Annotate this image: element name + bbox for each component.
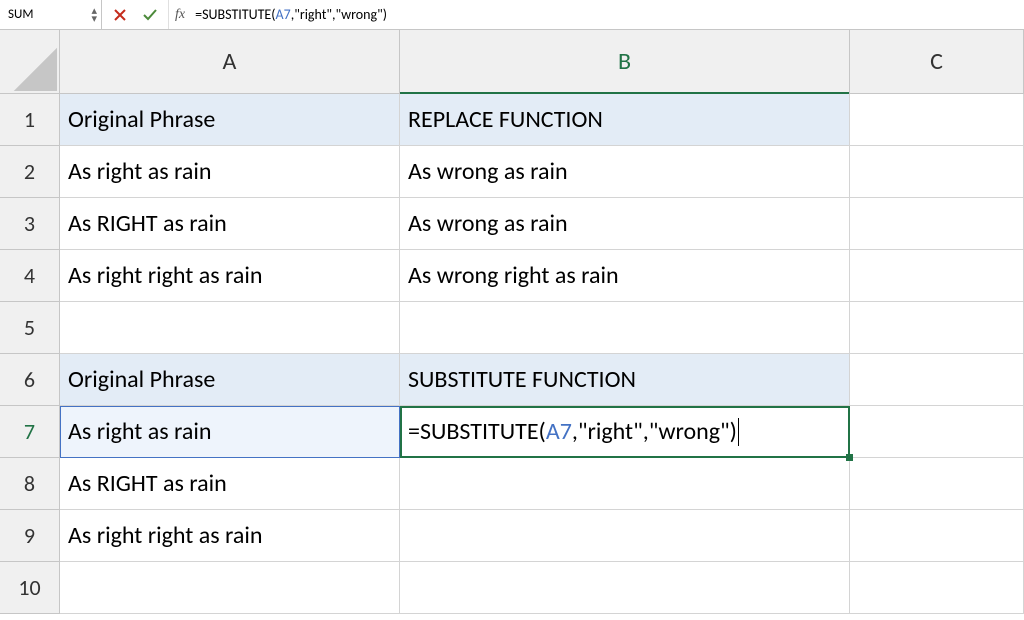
row-header-7[interactable]: 7 (0, 406, 60, 458)
cell-C5[interactable] (850, 302, 1024, 354)
formula-bar-buttons (102, 0, 168, 29)
cell-B9[interactable] (400, 510, 850, 562)
fx-icon[interactable]: fx (175, 7, 185, 23)
cell-B6[interactable]: SUBSTITUTE FUNCTION (400, 354, 850, 406)
confirm-icon[interactable] (142, 7, 158, 23)
cell-A6[interactable]: Original Phrase (60, 354, 400, 406)
col-header-B[interactable]: B (400, 30, 850, 94)
cell-C7[interactable] (850, 406, 1024, 458)
cell-A3[interactable]: As RIGHT as rain (60, 198, 400, 250)
cell-A2[interactable]: As right as rain (60, 146, 400, 198)
cell-A9[interactable]: As right right as rain (60, 510, 400, 562)
cell-B3[interactable]: As wrong as rain (400, 198, 850, 250)
cell-B7-suffix: ,"right","wrong") (572, 417, 737, 446)
cell-C6[interactable] (850, 354, 1024, 406)
cell-A8[interactable]: As RIGHT as rain (60, 458, 400, 510)
fb-formula-suffix: ,"right","wrong") (291, 6, 387, 23)
cell-C10[interactable] (850, 562, 1024, 614)
formula-bar: SUM ▴▾ fx =SUBSTITUTE(A7,"right","wrong"… (0, 0, 1024, 30)
row-header-4[interactable]: 4 (0, 250, 60, 302)
cell-B2[interactable]: As wrong as rain (400, 146, 850, 198)
select-all-corner[interactable] (0, 30, 60, 94)
cell-A7[interactable]: As right as rain (60, 406, 400, 458)
fb-formula-prefix: =SUBSTITUTE( (195, 6, 275, 23)
name-box[interactable]: SUM ▴▾ (0, 0, 102, 29)
cancel-icon[interactable] (112, 7, 128, 23)
cell-B5[interactable] (400, 302, 850, 354)
row-header-3[interactable]: 3 (0, 198, 60, 250)
cell-C4[interactable] (850, 250, 1024, 302)
row-header-10[interactable]: 10 (0, 562, 60, 614)
name-box-value: SUM (8, 7, 33, 22)
cell-A1[interactable]: Original Phrase (60, 94, 400, 146)
cell-B8[interactable] (400, 458, 850, 510)
col-header-C[interactable]: C (850, 30, 1024, 94)
spreadsheet-grid: A B C 1 Original Phrase REPLACE FUNCTION… (0, 30, 1024, 614)
cell-B1[interactable]: REPLACE FUNCTION (400, 94, 850, 146)
row-header-9[interactable]: 9 (0, 510, 60, 562)
col-header-A[interactable]: A (60, 30, 400, 94)
cell-B7[interactable]: =SUBSTITUTE(A7,"right","wrong") (400, 406, 850, 458)
cell-A10[interactable] (60, 562, 400, 614)
row-header-8[interactable]: 8 (0, 458, 60, 510)
cell-B10[interactable] (400, 562, 850, 614)
cell-C1[interactable] (850, 94, 1024, 146)
row-header-5[interactable]: 5 (0, 302, 60, 354)
row-header-2[interactable]: 2 (0, 146, 60, 198)
row-header-6[interactable]: 6 (0, 354, 60, 406)
formula-input[interactable]: fx =SUBSTITUTE(A7,"right","wrong") (168, 0, 1024, 29)
cell-C2[interactable] (850, 146, 1024, 198)
cell-B4[interactable]: As wrong right as rain (400, 250, 850, 302)
cell-C3[interactable] (850, 198, 1024, 250)
name-box-stepper-icon[interactable]: ▴▾ (91, 7, 97, 23)
cell-C8[interactable] (850, 458, 1024, 510)
fb-formula-ref: A7 (276, 6, 291, 23)
cell-C9[interactable] (850, 510, 1024, 562)
row-header-1[interactable]: 1 (0, 94, 60, 146)
cell-B7-prefix: =SUBSTITUTE( (408, 417, 546, 446)
cell-A4[interactable]: As right right as rain (60, 250, 400, 302)
cell-A5[interactable] (60, 302, 400, 354)
cell-B7-ref: A7 (546, 417, 572, 446)
text-cursor (738, 418, 739, 446)
